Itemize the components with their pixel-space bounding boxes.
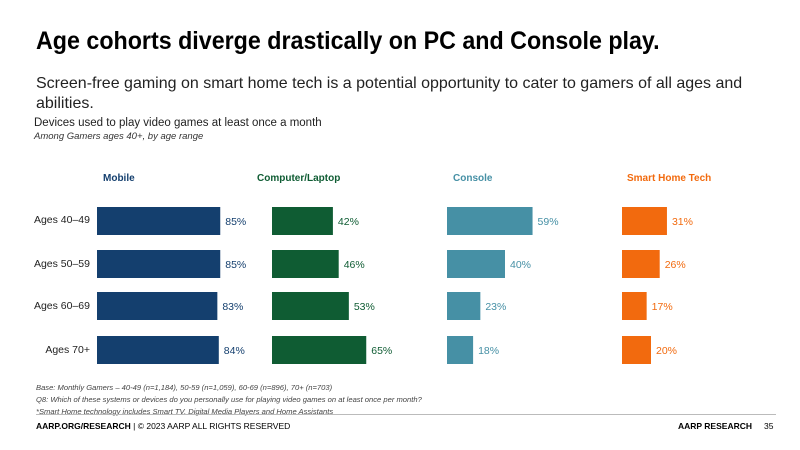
data-label-console-3: 18% bbox=[478, 345, 499, 357]
footnote-question: Q8: Which of these systems or devices do… bbox=[36, 395, 422, 404]
bar-console-0 bbox=[447, 207, 533, 235]
data-label-computer-laptop-3: 65% bbox=[371, 345, 392, 357]
chart-subheading: Among Gamers ages 40+, by age range bbox=[34, 131, 204, 142]
slide-subtitle: Screen-free gaming on smart home tech is… bbox=[36, 75, 743, 112]
data-label-smart-home-tech-0: 31% bbox=[672, 216, 693, 228]
data-label-computer-laptop-2: 53% bbox=[354, 301, 375, 313]
footer-site-link[interactable]: AARP.ORG/RESEARCH bbox=[36, 421, 131, 431]
page-number: 35 bbox=[764, 421, 774, 431]
bar-computer-laptop-2 bbox=[272, 292, 349, 320]
data-label-mobile-1: 85% bbox=[225, 259, 246, 271]
footnote-base: Base: Monthly Gamers – 40-49 (n=1,184), … bbox=[36, 383, 333, 392]
bar-mobile-2 bbox=[97, 292, 218, 320]
bar-mobile-3 bbox=[97, 336, 219, 364]
footer-left: AARP.ORG/RESEARCH | © 2023 AARP ALL RIGH… bbox=[36, 421, 290, 431]
bar-computer-laptop-3 bbox=[272, 336, 367, 364]
bar-mobile-1 bbox=[97, 250, 221, 278]
bar-console-1 bbox=[447, 250, 505, 278]
footer-divider bbox=[36, 414, 776, 415]
row-label-ages-50-59: Ages 50–59 bbox=[33, 258, 90, 270]
column-header-smart-home-tech: Smart Home Tech bbox=[627, 173, 712, 184]
data-label-smart-home-tech-3: 20% bbox=[656, 345, 677, 357]
row-label-ages-40-49: Ages 40–49 bbox=[33, 214, 90, 226]
bar-chart: 85% 85% 83% 84% 42% 46% 53% 65% 59% 40% 23% 18% 31% 2… bbox=[97, 207, 693, 364]
data-label-smart-home-tech-2: 17% bbox=[652, 301, 673, 313]
bar-computer-laptop-0 bbox=[272, 207, 333, 235]
row-label-ages-70-plus: Ages 70+ bbox=[45, 344, 90, 356]
data-label-mobile-0: 85% bbox=[225, 216, 246, 228]
bar-computer-laptop-1 bbox=[272, 250, 339, 278]
chart-heading: Devices used to play video games at leas… bbox=[34, 117, 322, 129]
bar-smart-home-tech-2 bbox=[622, 292, 647, 320]
bar-smart-home-tech-3 bbox=[622, 336, 651, 364]
data-label-smart-home-tech-1: 26% bbox=[665, 259, 686, 271]
data-label-console-1: 40% bbox=[510, 259, 531, 271]
bar-mobile-0 bbox=[97, 207, 221, 235]
data-label-console-0: 59% bbox=[538, 216, 559, 228]
data-label-computer-laptop-0: 42% bbox=[338, 216, 359, 228]
column-header-mobile: Mobile bbox=[103, 173, 135, 184]
data-label-mobile-2: 83% bbox=[222, 301, 243, 313]
footnote-definition: *Smart Home technology includes Smart TV… bbox=[36, 407, 334, 416]
bar-console-3 bbox=[447, 336, 474, 364]
column-header-console: Console bbox=[453, 173, 493, 184]
data-label-computer-laptop-1: 46% bbox=[344, 259, 365, 271]
footnotes: Base: Monthly Gamers – 40-49 (n=1,184), … bbox=[36, 382, 422, 418]
slide-title: Age cohorts diverge drastically on PC an… bbox=[36, 27, 660, 55]
bar-console-2 bbox=[447, 292, 481, 320]
footer-copyright: | © 2023 AARP ALL RIGHTS RESERVED bbox=[130, 421, 291, 431]
data-label-console-2: 23% bbox=[485, 301, 506, 313]
row-label-ages-60-69: Ages 60–69 bbox=[33, 300, 90, 312]
data-label-mobile-3: 84% bbox=[224, 345, 245, 357]
bar-smart-home-tech-1 bbox=[622, 250, 660, 278]
column-header-computer-laptop: Computer/Laptop bbox=[257, 173, 341, 184]
footer-brand: AARP RESEARCH bbox=[678, 421, 752, 431]
bar-smart-home-tech-0 bbox=[622, 207, 667, 235]
